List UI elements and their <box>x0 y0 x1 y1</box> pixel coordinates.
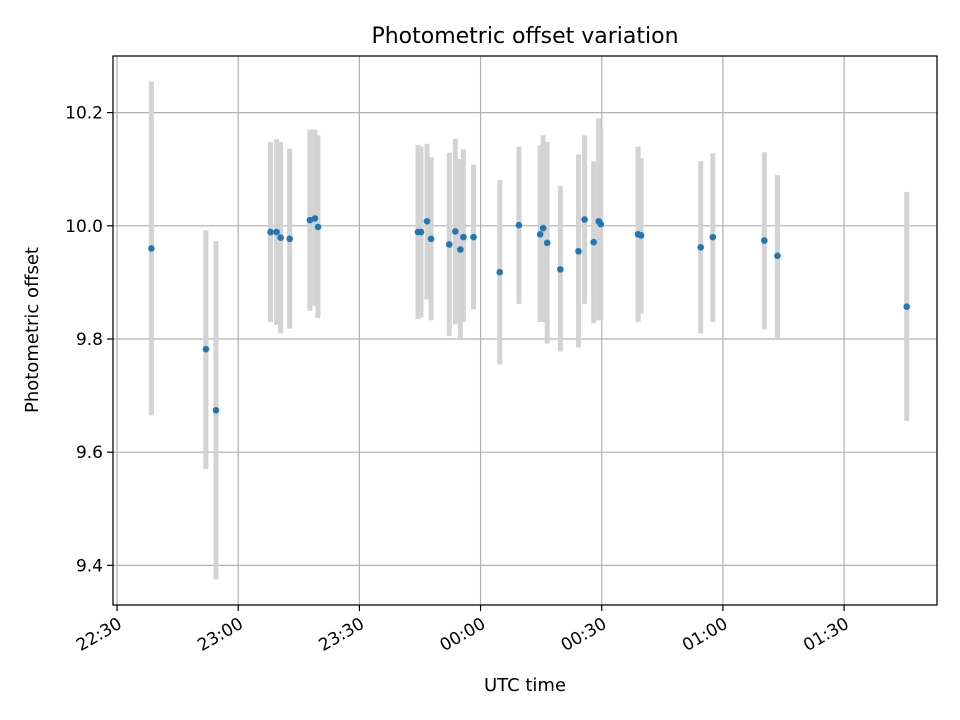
data-point <box>903 303 911 311</box>
data-point <box>709 233 717 241</box>
y-tick-label: 9.6 <box>76 443 103 463</box>
data-point <box>445 241 453 248</box>
data-point <box>460 233 467 241</box>
data-point <box>637 232 645 239</box>
data-point <box>267 228 274 236</box>
data-point <box>581 216 588 223</box>
data-point <box>452 228 459 235</box>
y-axis-ticks: 9.4 9.6 9.8 10.0 10.2 <box>65 104 113 576</box>
x-axis-label: UTC time <box>484 675 566 696</box>
data-point <box>427 235 435 243</box>
data-point <box>470 233 477 241</box>
y-tick-label: 9.8 <box>76 330 103 350</box>
data-point <box>286 235 294 243</box>
data-point <box>148 245 155 252</box>
grid <box>113 56 937 605</box>
data-points <box>148 215 911 414</box>
plot-area <box>113 56 937 605</box>
data-point <box>212 407 220 414</box>
data-point <box>417 228 425 236</box>
data-point <box>597 220 605 228</box>
data-point <box>761 237 768 244</box>
data-point <box>697 244 705 251</box>
data-point <box>496 268 504 276</box>
plot-frame <box>112 55 938 606</box>
data-point <box>543 239 551 247</box>
y-tick-label: 10.2 <box>65 104 103 124</box>
data-point <box>277 234 284 241</box>
data-point <box>539 224 547 232</box>
data-point <box>423 217 431 225</box>
data-point <box>457 246 464 253</box>
y-tick-label: 9.4 <box>76 556 103 576</box>
data-point <box>306 216 314 224</box>
y-tick-label: 10.0 <box>65 217 103 237</box>
data-point <box>202 345 210 353</box>
data-point <box>536 230 544 238</box>
data-point <box>590 238 597 246</box>
data-point <box>311 215 319 222</box>
data-point <box>575 247 582 255</box>
chart-title: Photometric offset variation <box>371 24 678 49</box>
data-point <box>557 266 564 273</box>
data-point <box>774 252 781 260</box>
data-point <box>314 223 322 231</box>
y-axis-label: Photometric offset <box>22 247 43 413</box>
data-point <box>273 228 280 236</box>
data-point <box>515 221 523 229</box>
